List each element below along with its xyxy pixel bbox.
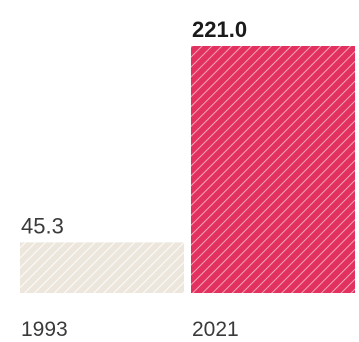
x-tick-label-2021: 2021 <box>192 318 239 341</box>
x-tick-label-1993: 1993 <box>21 318 68 341</box>
bar-2021 <box>191 46 355 293</box>
bar-1993 <box>20 242 184 293</box>
value-label-1993: 45.3 <box>21 213 64 238</box>
value-label-2021: 221.0 <box>192 17 247 42</box>
